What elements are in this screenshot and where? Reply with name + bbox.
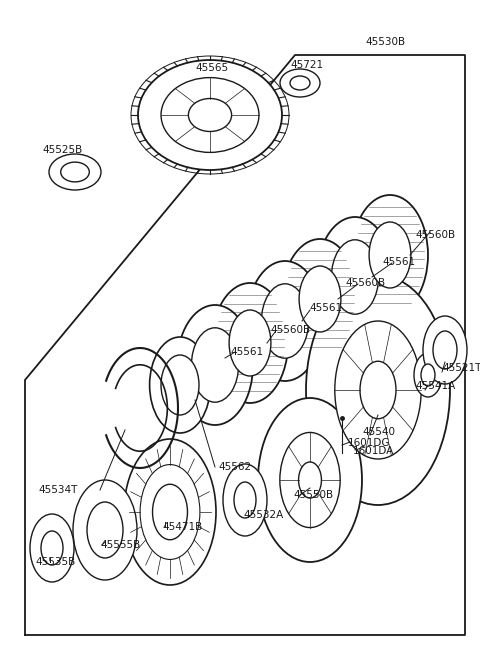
Ellipse shape	[369, 222, 411, 288]
Text: 45541A: 45541A	[415, 381, 455, 391]
Ellipse shape	[153, 484, 188, 540]
Ellipse shape	[421, 364, 435, 386]
Ellipse shape	[258, 398, 362, 562]
Ellipse shape	[212, 283, 288, 403]
Ellipse shape	[317, 217, 393, 337]
Ellipse shape	[280, 432, 340, 527]
Ellipse shape	[49, 154, 101, 190]
Ellipse shape	[192, 328, 239, 402]
Ellipse shape	[73, 480, 137, 580]
Ellipse shape	[306, 275, 450, 505]
Ellipse shape	[299, 266, 341, 332]
Text: 45560B: 45560B	[415, 230, 455, 240]
Text: 45532A: 45532A	[243, 510, 283, 520]
Text: 45561: 45561	[382, 257, 415, 267]
Ellipse shape	[247, 261, 323, 381]
Text: 45565: 45565	[195, 63, 228, 73]
Text: 45550B: 45550B	[293, 490, 333, 500]
Text: 45525B: 45525B	[42, 145, 82, 155]
Ellipse shape	[150, 337, 210, 433]
Ellipse shape	[433, 331, 457, 369]
Ellipse shape	[30, 514, 74, 582]
Ellipse shape	[262, 284, 309, 358]
Ellipse shape	[41, 531, 63, 565]
Ellipse shape	[299, 462, 322, 498]
Ellipse shape	[161, 355, 199, 415]
Text: 45555B: 45555B	[100, 540, 140, 550]
Ellipse shape	[161, 77, 259, 153]
Ellipse shape	[87, 502, 123, 558]
Ellipse shape	[60, 162, 89, 182]
Text: 1601DA: 1601DA	[353, 446, 395, 456]
Ellipse shape	[124, 439, 216, 585]
Ellipse shape	[223, 464, 267, 536]
Text: 45540: 45540	[362, 427, 395, 437]
Ellipse shape	[331, 240, 379, 314]
Ellipse shape	[290, 76, 310, 90]
Ellipse shape	[352, 195, 428, 315]
Text: 45562: 45562	[218, 462, 251, 472]
Ellipse shape	[414, 353, 442, 397]
Text: 45535B: 45535B	[35, 557, 75, 567]
Ellipse shape	[423, 316, 467, 384]
Text: 45534T: 45534T	[38, 485, 77, 495]
Ellipse shape	[138, 60, 282, 170]
Text: 45560B: 45560B	[345, 278, 385, 288]
Text: 45561: 45561	[309, 303, 342, 313]
Text: 45721: 45721	[290, 60, 323, 70]
Text: 45471B: 45471B	[162, 522, 202, 532]
Ellipse shape	[177, 305, 253, 425]
Ellipse shape	[360, 362, 396, 419]
Text: 45560B: 45560B	[270, 325, 310, 335]
Ellipse shape	[280, 69, 320, 97]
Text: 1601DG: 1601DG	[348, 438, 391, 448]
Text: 45561: 45561	[230, 347, 263, 357]
Ellipse shape	[335, 321, 421, 459]
Ellipse shape	[234, 482, 256, 518]
Ellipse shape	[140, 464, 200, 559]
Ellipse shape	[282, 239, 358, 359]
Ellipse shape	[229, 310, 271, 376]
Text: 45521T: 45521T	[442, 363, 480, 373]
Ellipse shape	[188, 98, 231, 132]
Text: 45530B: 45530B	[365, 37, 405, 47]
